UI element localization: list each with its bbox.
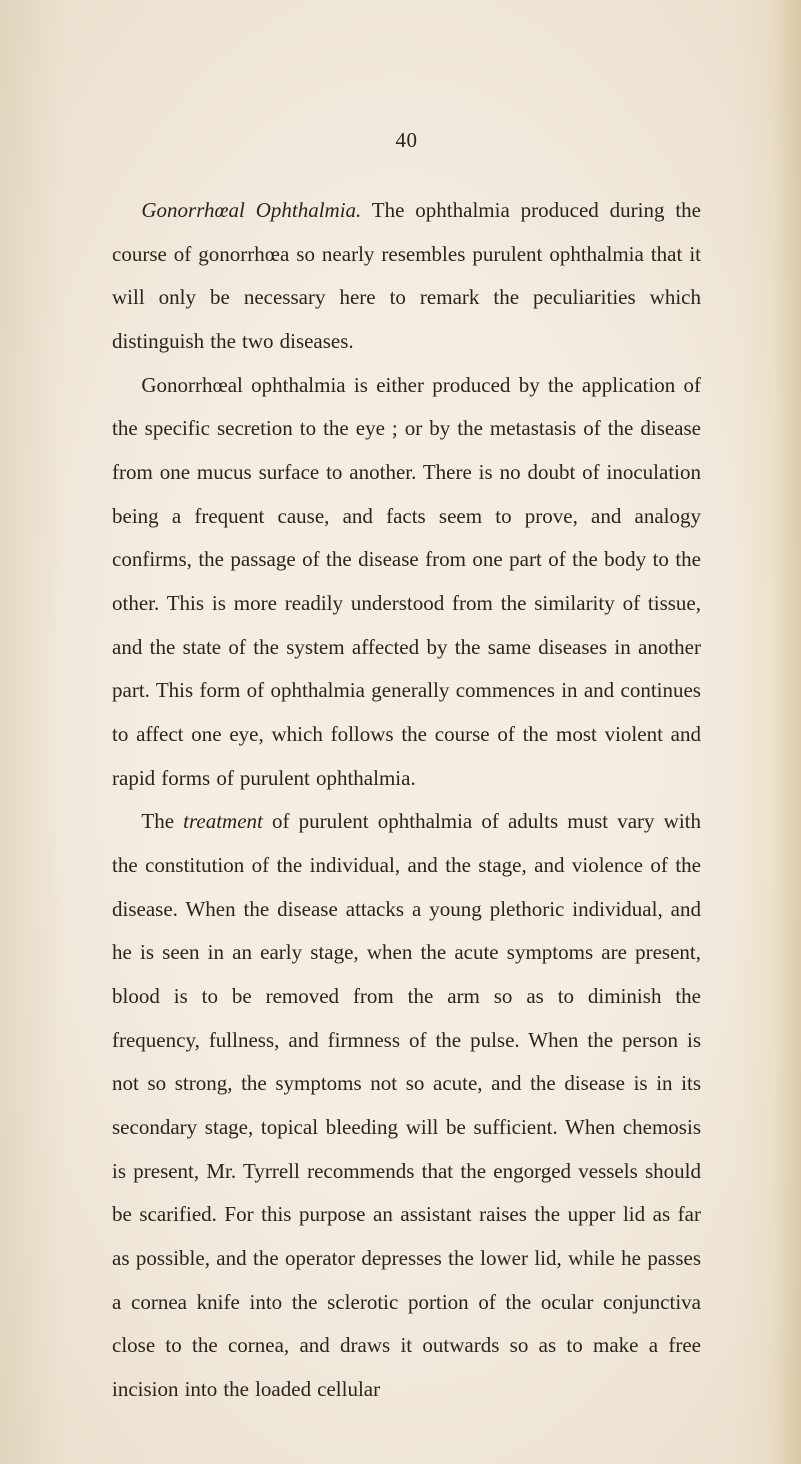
page-number: 40 bbox=[112, 128, 701, 153]
paragraph: Gonorrhœal Ophthalmia. The ophthalmia pr… bbox=[112, 189, 701, 364]
text-run: The bbox=[141, 809, 183, 833]
italic-run: treatment bbox=[183, 809, 263, 833]
text-run: of purulent ophthalmia of adults must va… bbox=[112, 809, 701, 1401]
text-run: Gonorrhœal ophthalmia is either produced… bbox=[112, 373, 701, 790]
body-text: Gonorrhœal Ophthalmia. The ophthalmia pr… bbox=[112, 189, 701, 1412]
scanned-page: 40 Gonorrhœal Ophthalmia. The ophthalmia… bbox=[0, 0, 801, 1464]
paragraph: The treatment of purulent ophthalmia of … bbox=[112, 800, 701, 1411]
italic-run: Gonorrhœal Ophthalmia. bbox=[141, 198, 361, 222]
paragraph: Gonorrhœal ophthalmia is either produced… bbox=[112, 364, 701, 801]
